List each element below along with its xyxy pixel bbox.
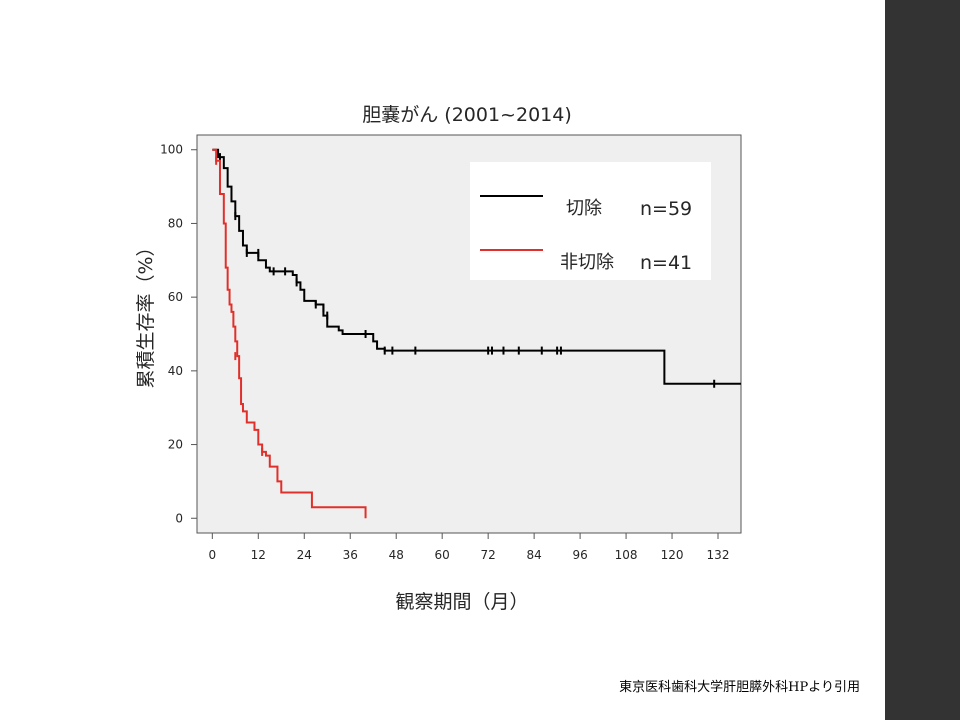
- legend-label-resection: 切除: [566, 198, 602, 219]
- x-tick-label: 108: [615, 548, 638, 562]
- legend-n-non-resection: n=41: [640, 252, 692, 274]
- x-tick-label: 84: [526, 548, 541, 562]
- x-tick-label: 72: [481, 548, 496, 562]
- x-tick-label: 48: [389, 548, 404, 562]
- legend-box: [470, 162, 711, 280]
- y-tick-label: 100: [160, 143, 183, 157]
- legend-label-non-resection: 非切除: [560, 252, 614, 273]
- legend: 切除 n=59 非切除 n=41: [470, 162, 711, 280]
- x-tick-label: 120: [661, 548, 684, 562]
- legend-n-resection: n=59: [640, 198, 692, 220]
- x-tick-label: 96: [572, 548, 587, 562]
- x-tick-label: 0: [209, 548, 217, 562]
- chart-title: 胆嚢がん (2001~2014): [362, 104, 572, 126]
- survival-curve-non-resection: [212, 148, 367, 519]
- x-tick-label: 12: [251, 548, 266, 562]
- y-tick-label: 40: [168, 364, 183, 378]
- source-citation: 東京医科歯科大学肝胆膵外科HPより引用: [619, 680, 860, 695]
- x-tick-label: 60: [435, 548, 450, 562]
- axes-layer: 0 12 24 36 48 60 72 84 96 108 120 132 0 20 40 60 80 100: [160, 143, 729, 562]
- survival-curve-resection: [212, 148, 741, 385]
- y-tick-label: 60: [168, 290, 183, 304]
- y-tick-label: 20: [168, 438, 183, 452]
- y-axis-label: 累積生存率（%）: [135, 237, 157, 388]
- right-sidebar-band: [885, 0, 960, 720]
- x-axis-label: 観察期間（月）: [395, 591, 528, 613]
- y-tick-label: 80: [168, 216, 183, 230]
- x-tick-label: 36: [343, 548, 358, 562]
- x-tick-label: 132: [707, 548, 730, 562]
- y-tick-label: 0: [175, 511, 183, 525]
- series-layer: [212, 148, 741, 519]
- x-tick-label: 24: [297, 548, 312, 562]
